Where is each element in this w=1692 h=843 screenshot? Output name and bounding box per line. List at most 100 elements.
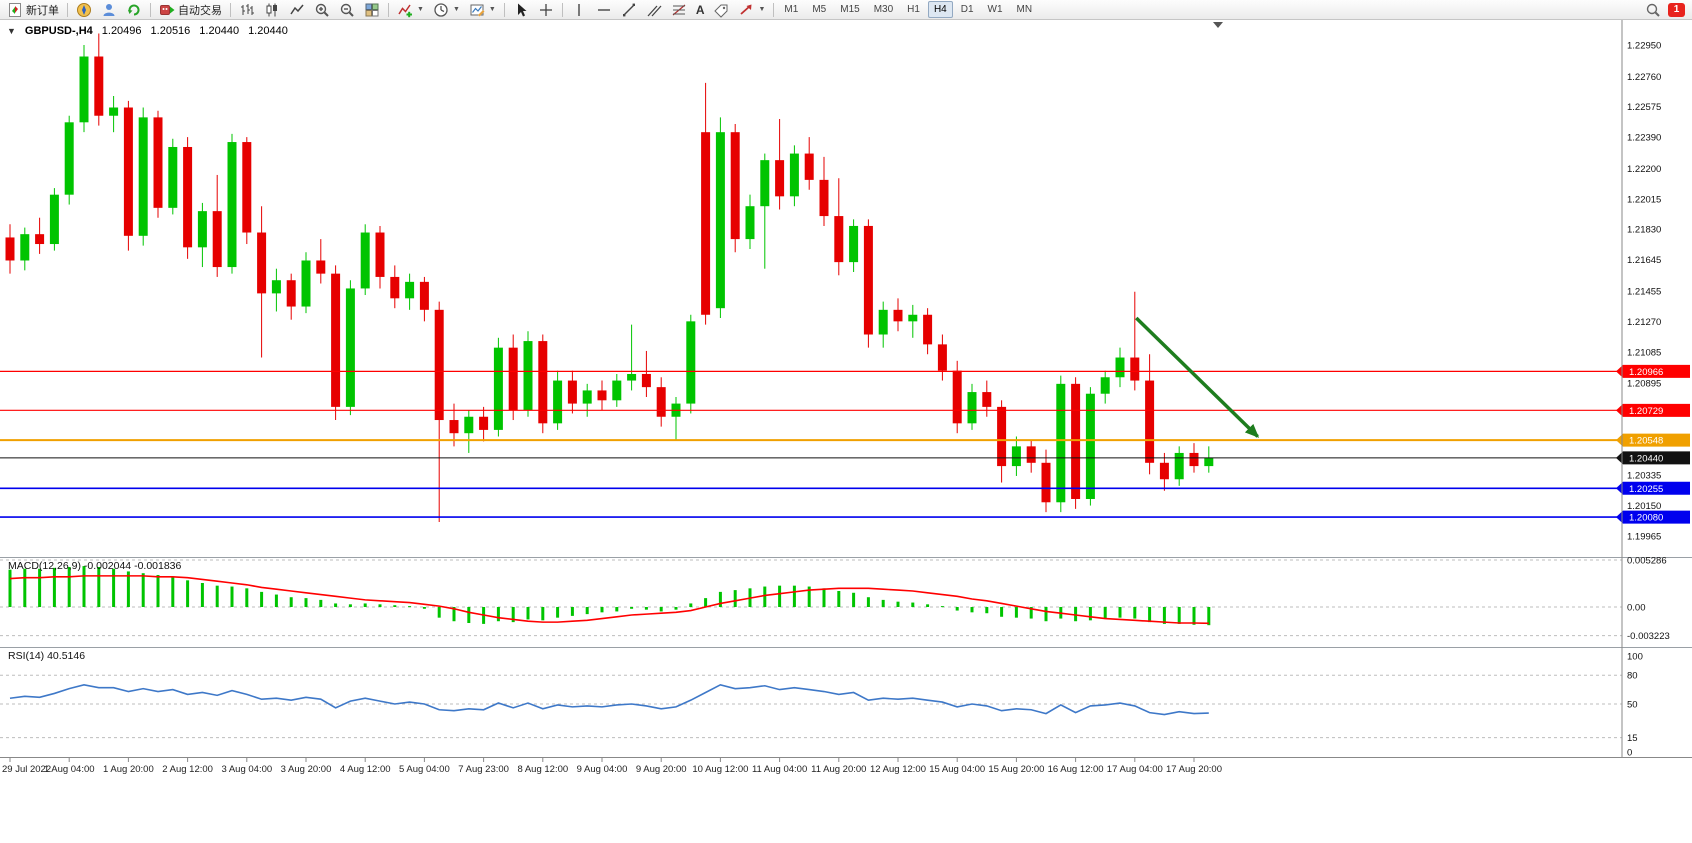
macd-histogram-bar [718, 591, 722, 607]
templates-button[interactable]: ▼ [465, 0, 500, 20]
main-chart-canvas[interactable]: 1.22950 1.22760 1.22575 1.22390 1.22200 1.220… [0, 20, 1692, 557]
macd-histogram-bar [215, 585, 219, 607]
user-icon [103, 3, 115, 16]
price-tick-label: 1.22760 [1627, 72, 1661, 83]
price-line-label [1616, 364, 1690, 378]
auto-trading-button[interactable]: 自动交易 [155, 0, 226, 20]
rsi-panel-canvas[interactable]: 100 80 50 15 0 [0, 647, 1692, 757]
refresh-button[interactable] [122, 0, 146, 20]
price-tick-label: 1.21645 [1627, 255, 1661, 266]
rsi-tick-label: 50 [1627, 700, 1638, 711]
arrows-caret-icon: ▼ [758, 6, 766, 13]
label-tool-button[interactable] [709, 0, 733, 20]
timeframe-M30[interactable]: M30 [873, 4, 894, 15]
macd-histogram-bar [541, 607, 545, 621]
candle [893, 298, 903, 332]
vline-tool-button[interactable] [567, 0, 591, 20]
low-value: 1.20440 [199, 25, 240, 37]
crosshair-button[interactable] [534, 0, 558, 20]
candle [345, 280, 355, 416]
price-line-label [1616, 433, 1690, 447]
time-label: 17 Aug 04:00 [1107, 764, 1163, 775]
price-tick-label: 1.20335 [1627, 471, 1661, 482]
macd-histogram-bar [940, 606, 944, 608]
time-label: 11 Aug 20:00 [811, 764, 866, 775]
zoom-in-icon [315, 3, 329, 17]
price-tick-label: 1.21830 [1627, 225, 1661, 236]
periods-button[interactable]: ▼ [429, 0, 464, 20]
candle [627, 324, 637, 391]
channel-tool-button[interactable] [642, 0, 666, 20]
search-button[interactable] [1641, 0, 1665, 20]
timeframe-H1[interactable]: H1 [907, 4, 920, 15]
candle [64, 115, 74, 205]
community-button[interactable] [72, 0, 96, 20]
macd-histogram-bar [704, 598, 708, 607]
macd-histogram-bar [23, 568, 27, 607]
candle [434, 301, 444, 523]
trendline-icon [622, 3, 635, 16]
candle-chart-button[interactable] [260, 0, 284, 20]
macd-histogram-bar [126, 571, 130, 607]
price-tick-label: 1.20895 [1627, 379, 1661, 390]
price-line-label-text: 1.20080 [1629, 513, 1663, 524]
trend-arrow[interactable] [1135, 316, 1260, 438]
one-click-trading-toggle-icon[interactable]: ▼ [7, 25, 16, 36]
macd-histogram-bar [763, 586, 767, 607]
new-order-button[interactable]: 新订单 [3, 0, 63, 20]
notification-badge[interactable]: 1 [1668, 2, 1685, 17]
macd-histogram-bar [852, 592, 856, 607]
timeframe-MN[interactable]: MN [1016, 4, 1033, 15]
text-tool-button[interactable]: A [692, 0, 709, 20]
price-tick-label: 1.21455 [1627, 286, 1661, 297]
price-line-label [1616, 403, 1690, 417]
macd-histogram-bar [733, 590, 737, 607]
rsi-tick-label: 0 [1627, 748, 1632, 758]
cursor-button[interactable] [509, 0, 533, 20]
line-chart-button[interactable] [285, 0, 309, 20]
macd-histogram-bar [38, 568, 42, 607]
rsi-label: RSI(14) 40.5146 [8, 650, 86, 662]
main-toolbar: 新订单 自动交易 [0, 0, 1692, 20]
macd-histogram-bar [837, 590, 841, 607]
rsi-tick-label: 15 [1627, 733, 1638, 744]
bar-chart-button[interactable] [235, 0, 259, 20]
timeframe-D1[interactable]: D1 [960, 4, 974, 15]
timeframe-H4[interactable]: H4 [927, 1, 953, 18]
price-tick-label: 1.22950 [1627, 41, 1661, 52]
candle [538, 334, 548, 434]
macd-histogram-bar [363, 603, 367, 607]
macd-histogram-bar [659, 607, 663, 612]
time-label: 1 Aug 04:00 [44, 764, 95, 775]
candle [493, 337, 503, 437]
macd-histogram-bar [778, 585, 782, 607]
tile-windows-button[interactable] [360, 0, 384, 20]
macd-histogram-bar [1074, 607, 1078, 622]
macd-panel-canvas[interactable]: 0.005286 0.00 -0.003223 [0, 557, 1692, 647]
candle [138, 107, 148, 246]
text-label-icon [714, 4, 728, 18]
candle [745, 194, 755, 249]
trendline-tool-button[interactable] [617, 0, 641, 20]
indicators-button[interactable]: ▼ [393, 0, 428, 20]
profile-button[interactable] [97, 0, 121, 20]
zoom-in-button[interactable] [310, 0, 334, 20]
macd-histogram-bar [630, 607, 634, 609]
fibonacci-tool-button[interactable] [667, 0, 691, 20]
candle [1204, 446, 1214, 473]
arrows-tool-button[interactable]: ▼ [734, 0, 769, 20]
timeframe-M5[interactable]: M5 [812, 4, 827, 15]
candle [375, 225, 385, 289]
candle-chart-icon [266, 3, 277, 16]
toolbar-separator [388, 2, 389, 17]
macd-histogram-bar [186, 580, 190, 607]
macd-tick-label: 0.005286 [1627, 557, 1667, 567]
zoom-out-button[interactable] [335, 0, 359, 20]
timeframe-W1[interactable]: W1 [987, 4, 1003, 15]
candle [508, 334, 518, 421]
timeframe-M1[interactable]: M1 [784, 4, 799, 15]
timeframe-M15[interactable]: M15 [840, 4, 860, 15]
hline-tool-button[interactable] [592, 0, 616, 20]
cursor-icon [517, 3, 527, 16]
